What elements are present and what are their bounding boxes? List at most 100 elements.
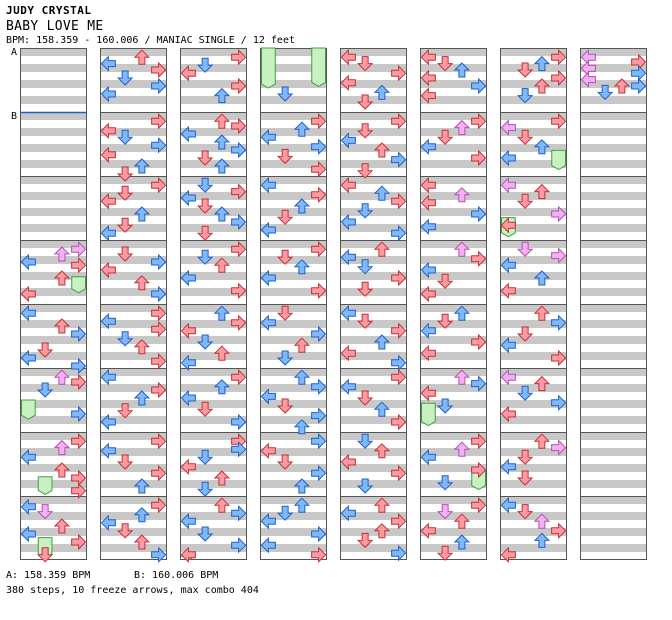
- arrow-down-icon: [116, 403, 134, 419]
- beat-stripe: [420, 448, 487, 456]
- arrow-right-icon: [151, 496, 167, 514]
- beat-stripe: [100, 96, 167, 104]
- arrow-up-icon: [533, 139, 551, 155]
- beat-stripe: [260, 96, 327, 104]
- arrow-right-icon: [311, 186, 327, 204]
- arrow-right-icon: [551, 439, 567, 456]
- bpm-difficulty-line: BPM: 158.359 - 160.006 / MANIAC SINGLE /…: [6, 35, 295, 46]
- beat-stripe: [420, 336, 487, 344]
- freeze-arrow: [37, 476, 53, 495]
- arrow-up-icon: [293, 497, 311, 513]
- arrow-right-icon: [391, 112, 407, 130]
- beat-stripe: [420, 544, 487, 552]
- arrow-left-icon: [500, 176, 516, 194]
- arrow-left-icon: [500, 216, 516, 234]
- arrow-up-icon: [213, 305, 231, 321]
- arrow-left-icon: [420, 138, 436, 156]
- artist-name: JUDY CRYSTAL: [6, 4, 92, 17]
- beat-stripe: [580, 176, 647, 184]
- beat-stripe: [20, 448, 87, 456]
- arrow-right-icon: [311, 464, 327, 482]
- beat-stripe: [100, 176, 167, 184]
- step-chart: [20, 47, 647, 564]
- arrow-right-icon: [151, 61, 167, 79]
- beat-stripe: [260, 80, 327, 88]
- arrow-down-icon: [276, 454, 294, 470]
- arrow-left-icon: [260, 269, 276, 287]
- arrow-left-icon: [20, 253, 36, 271]
- beat-stripe: [180, 336, 247, 344]
- beat-stripe: [500, 432, 567, 440]
- beat-stripe: [20, 416, 87, 424]
- arrow-left-icon: [420, 194, 436, 212]
- beat-stripe: [420, 192, 487, 200]
- beat-stripe: [340, 160, 407, 168]
- arrow-up-icon: [133, 390, 151, 406]
- beat-stripe: [580, 448, 647, 456]
- beat-stripe: [420, 240, 487, 248]
- beat-stripe: [180, 464, 247, 472]
- arrow-up-icon: [453, 441, 471, 457]
- beat-stripe: [20, 256, 87, 264]
- arrow-left-icon: [340, 132, 356, 149]
- beat-stripe: [580, 256, 647, 264]
- arrow-up-icon: [533, 513, 551, 529]
- arrow-down-icon: [276, 505, 294, 521]
- beat-stripe: [500, 480, 567, 488]
- arrow-right-icon: [631, 77, 647, 95]
- beat-stripe: [20, 464, 87, 472]
- arrow-right-icon: [551, 314, 567, 332]
- arrow-down-icon: [436, 129, 454, 145]
- beat-stripe: [100, 432, 167, 440]
- beat-stripe: [500, 496, 567, 504]
- beat-stripe: [500, 96, 567, 104]
- beat-stripe: [180, 256, 247, 264]
- beat-stripe: [260, 272, 327, 280]
- beat-stripe: [100, 400, 167, 408]
- arrow-up-icon: [453, 513, 471, 529]
- beat-stripe: [420, 384, 487, 392]
- beat-stripe: [420, 144, 487, 152]
- arrow-down-icon: [436, 545, 454, 561]
- beat-stripe: [180, 144, 247, 152]
- arrow-down-icon: [116, 217, 134, 233]
- arrow-right-icon: [231, 314, 247, 332]
- arrow-left-icon: [500, 282, 516, 300]
- arrow-down-icon: [116, 246, 134, 262]
- arrow-down-icon: [196, 249, 214, 265]
- arrow-right-icon: [71, 432, 87, 450]
- arrow-down-icon: [196, 334, 214, 350]
- beat-stripe: [100, 368, 167, 376]
- arrow-up-icon: [213, 113, 231, 129]
- arrow-left-icon: [420, 69, 436, 87]
- beat-stripe: [500, 224, 567, 232]
- arrow-right-icon: [391, 192, 407, 210]
- arrow-up-icon: [53, 246, 71, 262]
- arrow-left-icon: [260, 314, 276, 332]
- arrow-up-icon: [373, 142, 391, 158]
- beat-stripe: [260, 64, 327, 72]
- beat-stripe: [580, 544, 647, 552]
- arrow-down-icon: [36, 547, 54, 563]
- arrow-left-icon: [100, 192, 116, 210]
- arrow-right-icon: [391, 64, 407, 82]
- arrow-right-icon: [71, 240, 87, 258]
- arrow-up-icon: [213, 158, 231, 174]
- arrow-right-icon: [311, 407, 327, 424]
- beat-stripe: [180, 304, 247, 312]
- beat-stripe: [20, 384, 87, 392]
- beat-stripe: [580, 464, 647, 472]
- bpm-b-legend: B: 160.006 BPM: [134, 570, 219, 581]
- arrow-left-icon: [420, 87, 436, 104]
- arrow-left-icon: [260, 442, 276, 460]
- beat-stripe: [500, 48, 567, 56]
- arrow-left-icon: [180, 322, 196, 340]
- arrow-right-icon: [231, 48, 247, 66]
- beat-stripe: [100, 112, 167, 120]
- beat-stripe: [260, 192, 327, 200]
- beat-stripe: [180, 368, 247, 376]
- arrow-right-icon: [311, 525, 327, 543]
- arrow-down-icon: [516, 88, 534, 104]
- beat-stripe: [260, 528, 327, 536]
- freeze-arrow: [261, 47, 276, 89]
